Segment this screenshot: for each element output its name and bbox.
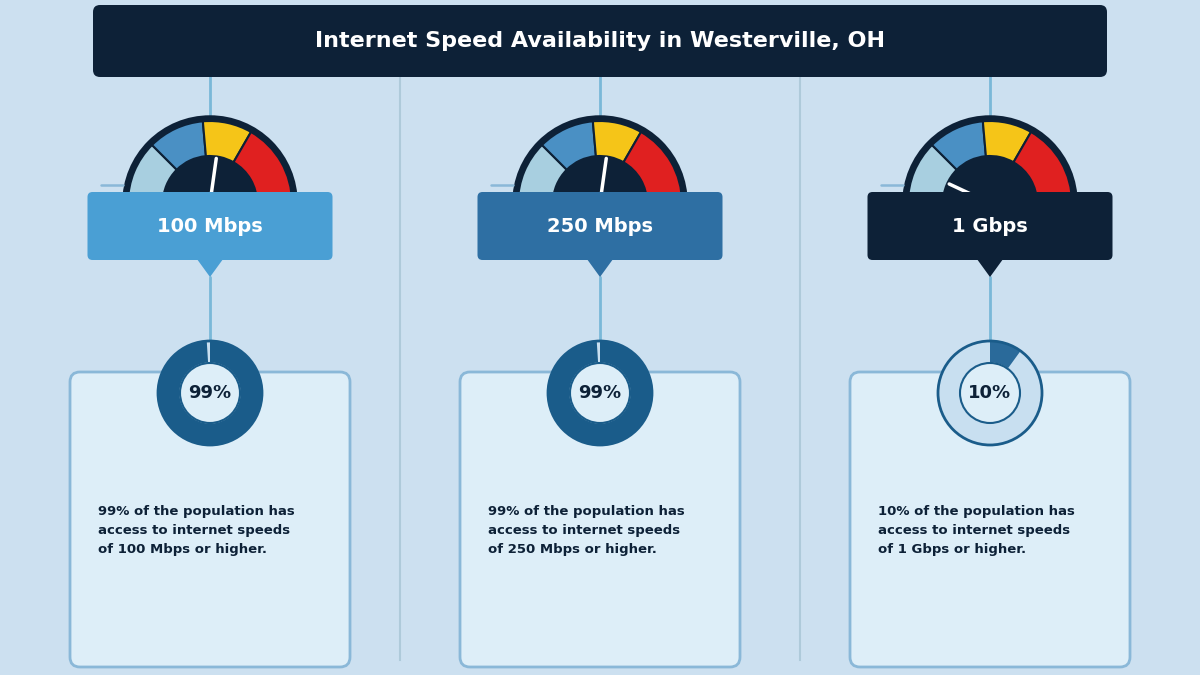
Wedge shape [158, 341, 262, 445]
Circle shape [570, 363, 630, 423]
Wedge shape [932, 122, 986, 170]
Wedge shape [908, 145, 956, 203]
Polygon shape [584, 255, 616, 277]
Circle shape [960, 363, 1020, 423]
Wedge shape [904, 117, 1076, 203]
Wedge shape [548, 341, 652, 445]
Wedge shape [983, 121, 1031, 162]
Wedge shape [624, 132, 682, 203]
Text: 10%: 10% [968, 384, 1012, 402]
Text: 1 Gbps: 1 Gbps [952, 217, 1028, 236]
Wedge shape [542, 122, 596, 170]
Circle shape [180, 363, 240, 423]
Wedge shape [124, 117, 296, 203]
FancyBboxPatch shape [478, 192, 722, 260]
FancyBboxPatch shape [94, 5, 1108, 77]
Text: 250 Mbps: 250 Mbps [547, 217, 653, 236]
Polygon shape [194, 255, 226, 277]
Text: 99%: 99% [578, 384, 622, 402]
FancyBboxPatch shape [70, 372, 350, 667]
FancyBboxPatch shape [460, 372, 740, 667]
Wedge shape [938, 341, 1042, 445]
FancyBboxPatch shape [868, 192, 1112, 260]
FancyBboxPatch shape [88, 192, 332, 260]
Text: 99% of the population has
access to internet speeds
of 250 Mbps or higher.: 99% of the population has access to inte… [488, 505, 685, 556]
Wedge shape [203, 121, 251, 162]
Text: 100 Mbps: 100 Mbps [157, 217, 263, 236]
Text: 10% of the population has
access to internet speeds
of 1 Gbps or higher.: 10% of the population has access to inte… [878, 505, 1075, 556]
Wedge shape [234, 132, 292, 203]
Wedge shape [514, 117, 686, 203]
Wedge shape [548, 341, 652, 445]
Wedge shape [1014, 132, 1072, 203]
FancyBboxPatch shape [850, 372, 1130, 667]
Wedge shape [518, 145, 566, 203]
Text: 99% of the population has
access to internet speeds
of 100 Mbps or higher.: 99% of the population has access to inte… [98, 505, 295, 556]
Text: 99%: 99% [188, 384, 232, 402]
Wedge shape [128, 145, 176, 203]
Wedge shape [152, 122, 206, 170]
Wedge shape [990, 341, 1020, 369]
Polygon shape [974, 255, 1006, 277]
Wedge shape [158, 341, 262, 445]
Text: Internet Speed Availability in Westerville, OH: Internet Speed Availability in Westervil… [314, 31, 886, 51]
Wedge shape [593, 121, 641, 162]
